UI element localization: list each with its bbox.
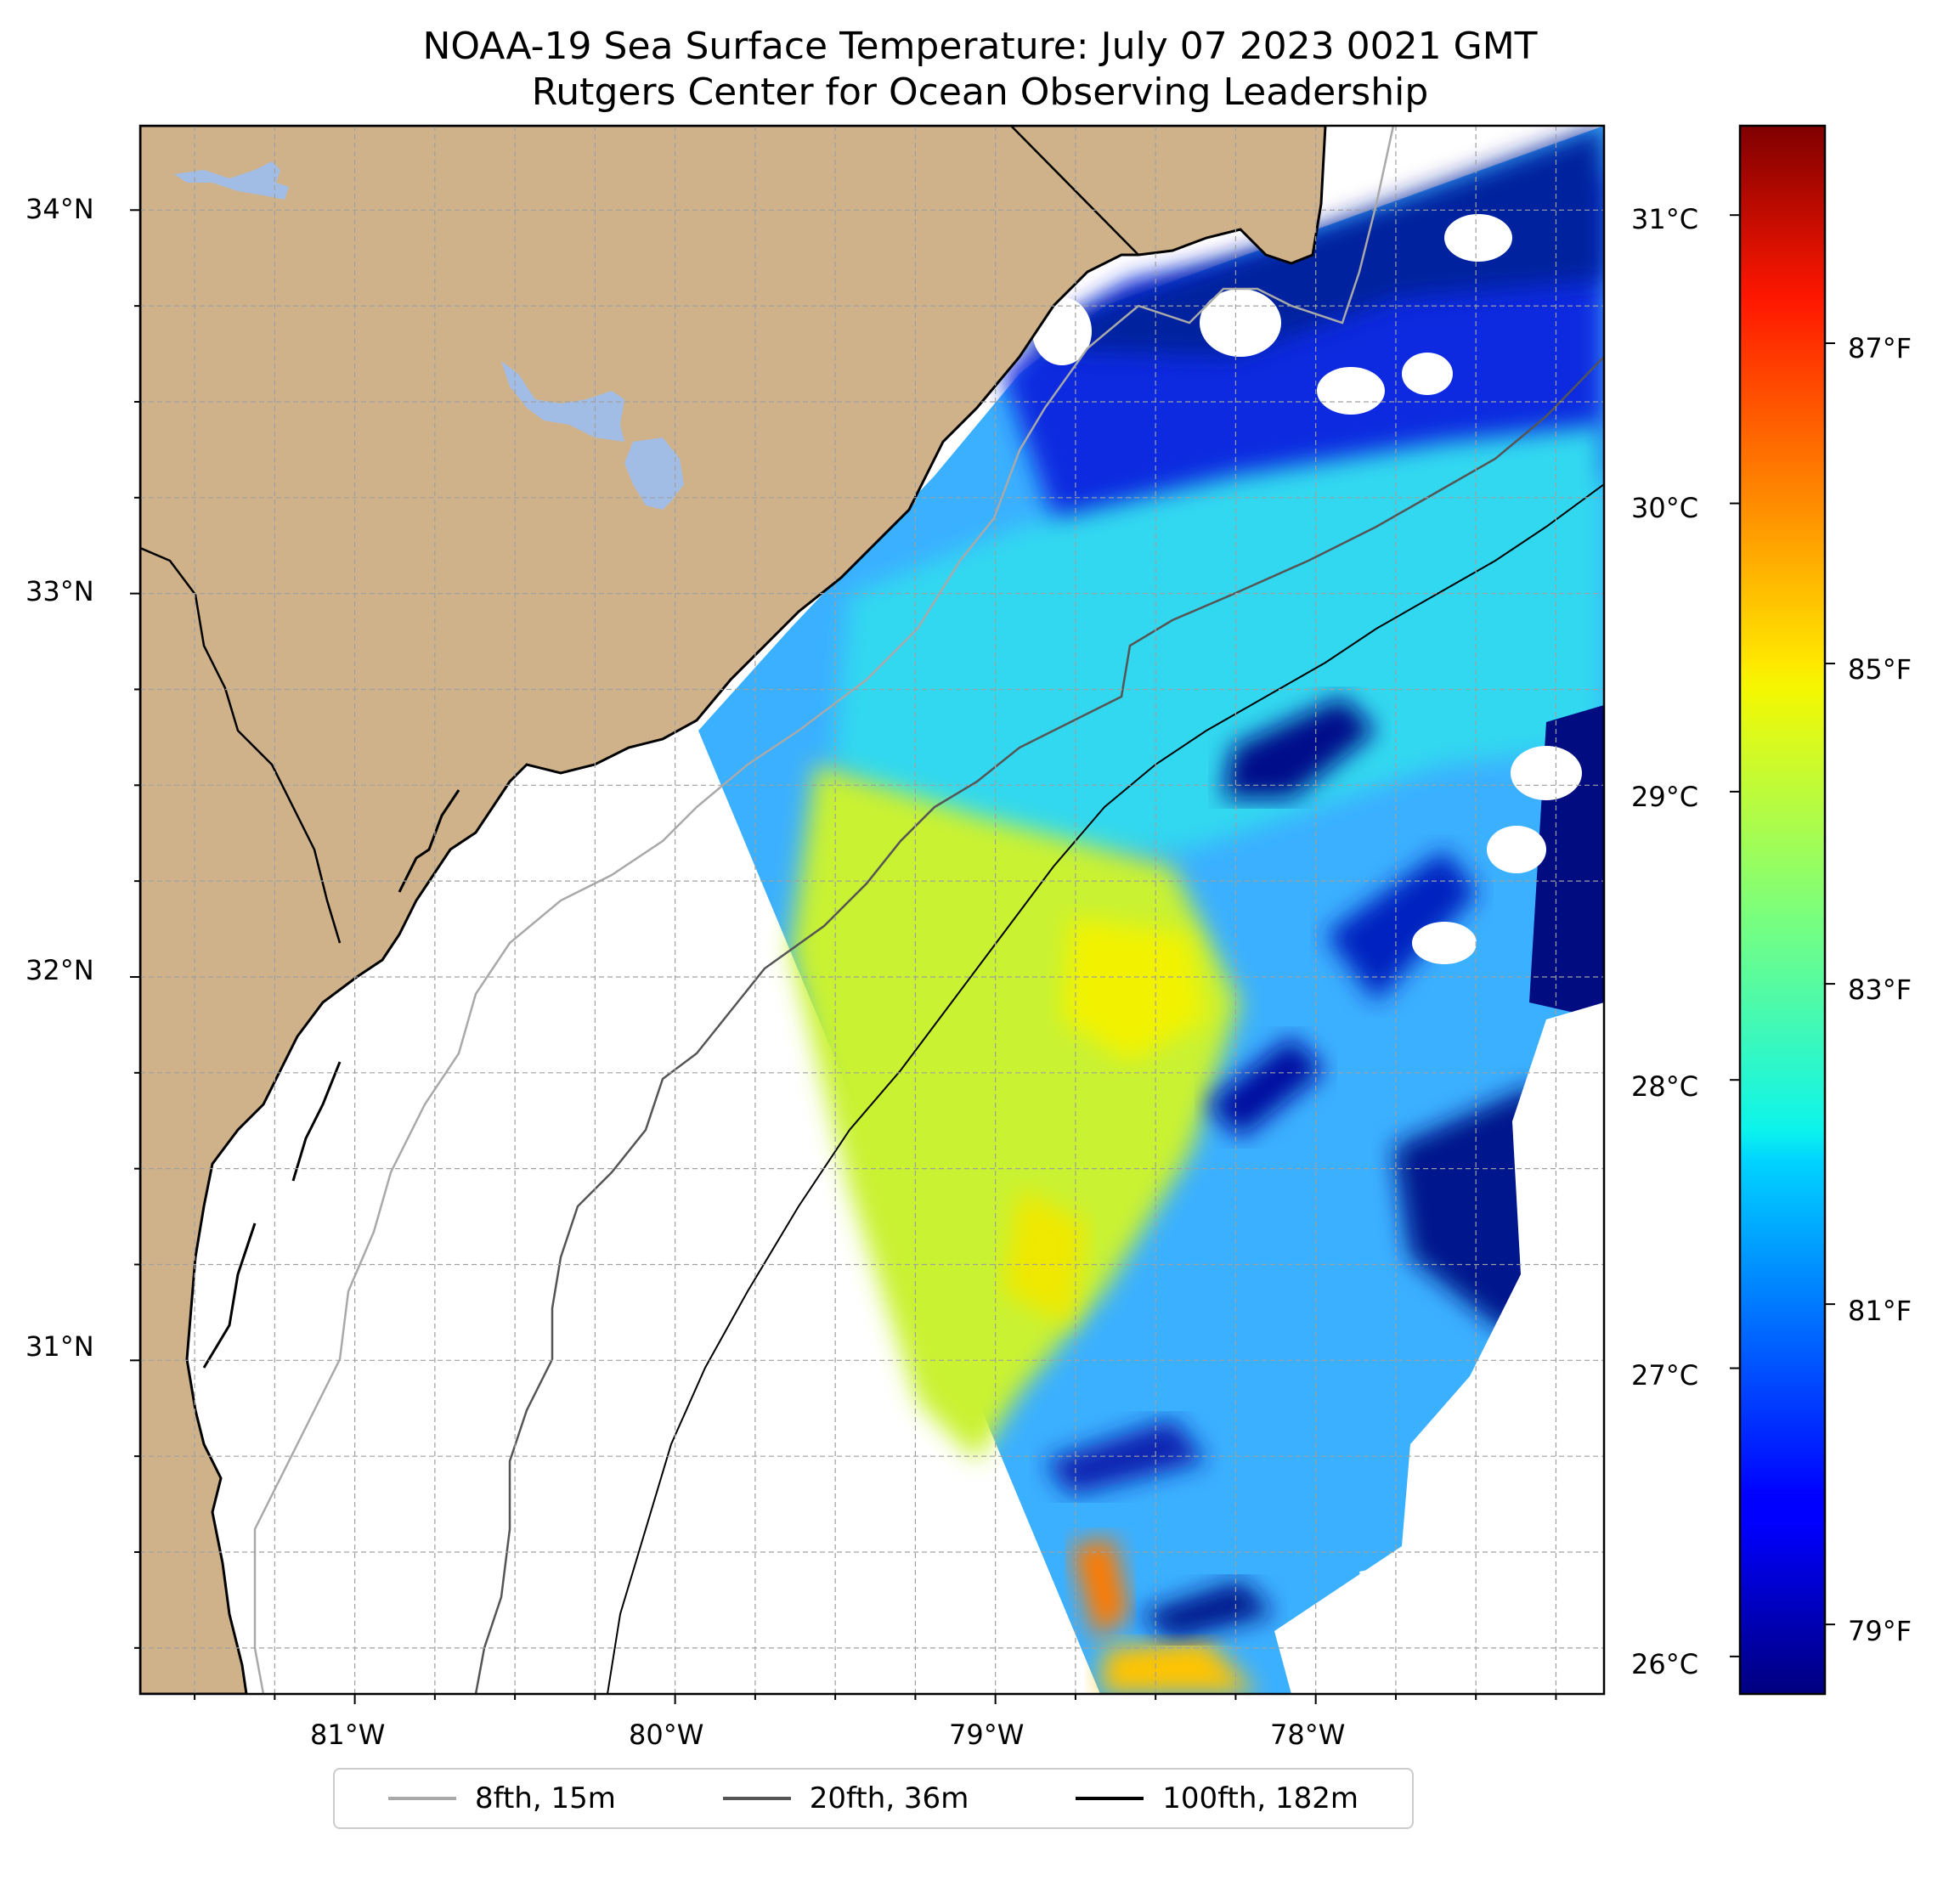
colorbar — [1738, 124, 1827, 1696]
isobath-8fth — [253, 126, 1395, 1694]
legend-swatch-100fth — [1076, 1797, 1144, 1800]
lat-tick-33n: 33°N — [25, 575, 94, 607]
title-line-2: Rutgers Center for Ocean Observing Leade… — [531, 71, 1429, 114]
lake-moultrie — [624, 438, 684, 510]
isobath-legend: 8fth, 15m 20fth, 36m 100fth, 182m — [333, 1768, 1414, 1829]
axis-ticks — [130, 209, 1557, 1704]
isobath-20fth — [474, 356, 1604, 1694]
map-frame — [138, 124, 1606, 1696]
cb-tick-29c: 29°C — [1631, 781, 1699, 813]
colorbar-ticks — [1730, 214, 1835, 1657]
cb-tick-30c: 30°C — [1631, 492, 1699, 524]
sst-swath — [698, 126, 1604, 1694]
cb-tick-31c: 31°C — [1631, 203, 1699, 235]
lake-marion — [501, 361, 624, 442]
cb-tick-28c: 28°C — [1631, 1070, 1699, 1103]
map-title: NOAA-19 Sea Surface Temperature: July 07… — [0, 24, 1960, 116]
legend-entry-8fth: 8fth, 15m — [387, 1781, 616, 1815]
lat-tick-31n: 31°N — [25, 1330, 94, 1363]
lon-tick-81w: 81°W — [310, 1719, 386, 1751]
lon-tick-80w: 80°W — [629, 1719, 704, 1751]
legend-label-100fth: 100fth, 182m — [1162, 1781, 1359, 1815]
land — [140, 126, 1327, 1694]
lat-tick-34n: 34°N — [25, 193, 94, 225]
cb-tick-27c: 27°C — [1631, 1359, 1699, 1392]
legend-entry-100fth: 100fth, 182m — [1076, 1781, 1358, 1815]
cb-tick-83f: 83°F — [1848, 974, 1912, 1006]
lake-north — [174, 161, 289, 200]
cb-tick-87f: 87°F — [1848, 332, 1912, 364]
isobath-100fth — [607, 483, 1604, 1694]
state-border — [1010, 126, 1139, 256]
legend-label-8fth: 8fth, 15m — [474, 1781, 616, 1815]
lon-tick-79w: 79°W — [949, 1719, 1025, 1751]
legend-entry-20fth: 20fth, 36m — [722, 1781, 969, 1815]
lon-tick-78w: 78°W — [1270, 1719, 1346, 1751]
cb-tick-85f: 85°F — [1848, 653, 1912, 686]
legend-label-20fth: 20fth, 36m — [809, 1781, 969, 1815]
gridlines — [140, 126, 1604, 1694]
lat-tick-32n: 32°N — [25, 954, 94, 986]
legend-swatch-20fth — [722, 1797, 791, 1800]
title-line-1: NOAA-19 Sea Surface Temperature: July 07… — [422, 25, 1538, 68]
cb-tick-81f: 81°F — [1848, 1295, 1912, 1327]
cb-tick-79f: 79°F — [1848, 1615, 1912, 1647]
legend-swatch-8fth — [387, 1797, 456, 1800]
cb-tick-26c: 26°C — [1631, 1648, 1699, 1680]
map-area — [140, 126, 1604, 1694]
